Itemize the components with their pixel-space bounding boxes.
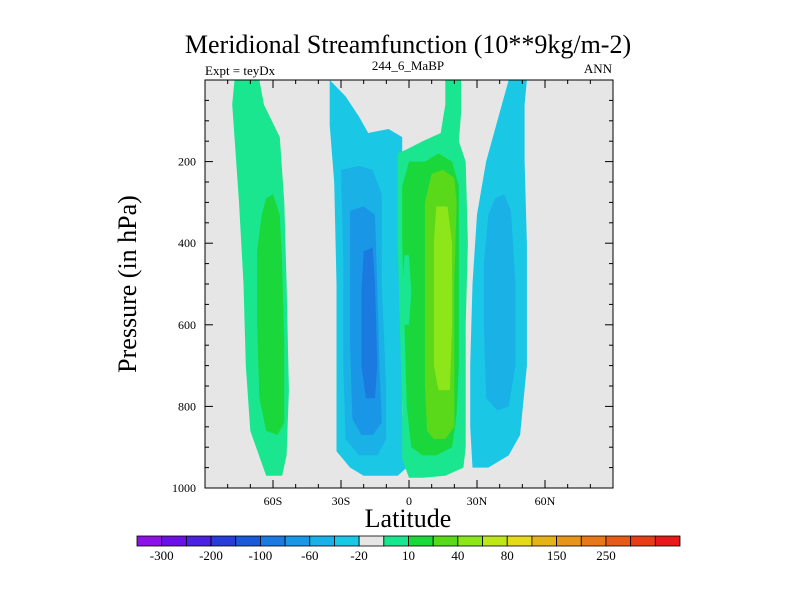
colorbar-label: -300 <box>150 548 174 563</box>
colorbar-label: -100 <box>248 548 272 563</box>
colorbar-swatch <box>531 535 557 547</box>
colorbar-swatch <box>605 535 632 547</box>
colorbar-swatch <box>432 535 459 547</box>
contour-regions <box>232 80 527 478</box>
colorbar-label: 250 <box>596 548 616 563</box>
center-string: 244_6_MaBP <box>372 58 444 73</box>
colorbar-swatch <box>482 535 508 547</box>
y-tick-label: 800 <box>178 399 196 413</box>
colorbar-label: 80 <box>501 548 514 563</box>
y-tick-label: 400 <box>178 236 196 250</box>
right-string: ANN <box>584 61 613 76</box>
contour-region-sh-blue-deep <box>361 247 378 399</box>
colorbar-label: -200 <box>199 548 223 563</box>
contour-region-equatorial-spot <box>402 255 412 325</box>
chart-title: Meridional Streamfunction (10**9kg/m-2) <box>185 30 631 59</box>
colorbar-swatch <box>210 535 237 547</box>
y-tick-label: 600 <box>178 318 196 332</box>
left-string: Expt = teyDx <box>205 63 276 78</box>
colorbar-swatch <box>235 535 261 547</box>
x-tick-label: 30N <box>467 494 488 508</box>
colorbar-swatch <box>284 535 311 547</box>
colorbar-swatch <box>358 535 385 547</box>
colorbar-swatch <box>457 535 483 547</box>
contour-region-tropical-yellow <box>433 206 453 391</box>
colorbar-swatch <box>383 535 409 547</box>
y-axis-label: Pressure (in hPa) <box>113 195 142 373</box>
colorbar-label: -20 <box>350 548 367 563</box>
x-axis: 60S 30S 0 30N 60N <box>227 80 591 508</box>
colorbar-swatch <box>408 535 434 547</box>
colorbar-swatch <box>260 535 286 547</box>
colorbar-swatch <box>136 535 163 547</box>
colorbar-swatch <box>185 535 212 547</box>
contour-region-nh-outer-inner <box>483 194 516 411</box>
x-tick-label: 30S <box>332 494 351 508</box>
colorbar-swatch <box>334 535 360 547</box>
colorbar-label: -60 <box>301 548 318 563</box>
y-axis: 200 400 600 800 1000 <box>172 99 613 495</box>
x-tick-label: 60N <box>535 494 556 508</box>
colorbar-label: 150 <box>547 548 567 563</box>
colorbar-swatch <box>161 535 187 547</box>
colorbar-label: 10 <box>402 548 415 563</box>
contour-region-sh-outer-core <box>257 194 285 435</box>
y-tick-label: 200 <box>178 155 196 169</box>
colorbar-swatch <box>630 535 656 547</box>
colorbar-swatch <box>506 535 533 547</box>
y-tick-label: 1000 <box>172 481 196 495</box>
colorbar-label: 40 <box>451 548 464 563</box>
x-axis-label: Latitude <box>365 504 452 533</box>
x-tick-label: 60S <box>264 494 283 508</box>
colorbar-swatch <box>556 535 582 547</box>
colorbar: -300 -200 -100 -60 -20 10 40 80 150 250 <box>136 535 681 563</box>
x-tick-label: 0 <box>406 494 412 508</box>
colorbar-swatch <box>654 535 681 547</box>
colorbar-swatch <box>309 535 335 547</box>
colorbar-swatch <box>580 535 607 547</box>
